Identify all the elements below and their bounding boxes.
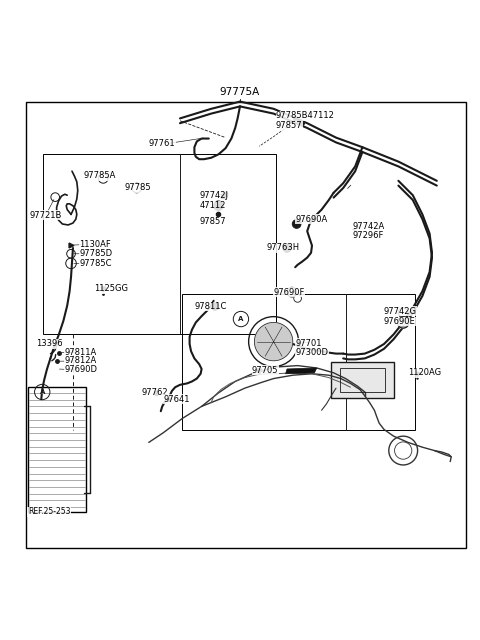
Text: 97742A: 97742A — [353, 222, 385, 231]
Text: 97690F: 97690F — [274, 287, 305, 297]
Text: A: A — [238, 316, 244, 322]
Circle shape — [211, 303, 219, 310]
Circle shape — [397, 317, 409, 328]
Text: 97785: 97785 — [125, 184, 151, 193]
Text: REF.25-253: REF.25-253 — [28, 508, 71, 516]
Text: 97857: 97857 — [276, 121, 302, 130]
Text: 97641: 97641 — [163, 395, 190, 404]
Text: 97701: 97701 — [295, 339, 322, 348]
Polygon shape — [331, 362, 394, 398]
Circle shape — [292, 220, 301, 228]
Text: 97775A: 97775A — [220, 87, 260, 97]
Text: 97761: 97761 — [149, 140, 175, 148]
Text: 97811C: 97811C — [194, 302, 227, 311]
Text: 13396: 13396 — [36, 339, 62, 349]
Text: 97812A: 97812A — [65, 356, 97, 365]
Circle shape — [214, 201, 223, 211]
Text: 97763H: 97763H — [266, 243, 300, 253]
Circle shape — [283, 244, 291, 252]
Text: 97785B47112: 97785B47112 — [276, 111, 335, 120]
Text: 97705: 97705 — [252, 366, 278, 375]
Text: 97785C: 97785C — [79, 259, 112, 268]
Text: 97296F: 97296F — [353, 232, 384, 241]
Text: 97300D: 97300D — [295, 348, 328, 357]
Text: 97742G: 97742G — [384, 307, 417, 316]
Text: 1120AG: 1120AG — [408, 368, 441, 378]
Text: 1125GG: 1125GG — [94, 284, 128, 293]
Text: 97690E: 97690E — [384, 317, 416, 326]
Text: 47112: 47112 — [199, 201, 226, 211]
Text: A: A — [39, 389, 45, 395]
Circle shape — [254, 323, 293, 361]
Text: 97721B: 97721B — [30, 211, 62, 220]
Text: 1130AF: 1130AF — [79, 240, 111, 249]
Text: 97785A: 97785A — [84, 172, 116, 180]
Text: 97811A: 97811A — [65, 348, 97, 357]
Text: 97762: 97762 — [142, 388, 168, 397]
Text: 97857: 97857 — [199, 217, 226, 226]
Polygon shape — [286, 368, 317, 374]
Text: 97690A: 97690A — [295, 214, 327, 224]
Text: 97690D: 97690D — [65, 365, 98, 374]
Text: 97742J: 97742J — [199, 191, 228, 200]
Text: 97785D: 97785D — [79, 249, 112, 259]
